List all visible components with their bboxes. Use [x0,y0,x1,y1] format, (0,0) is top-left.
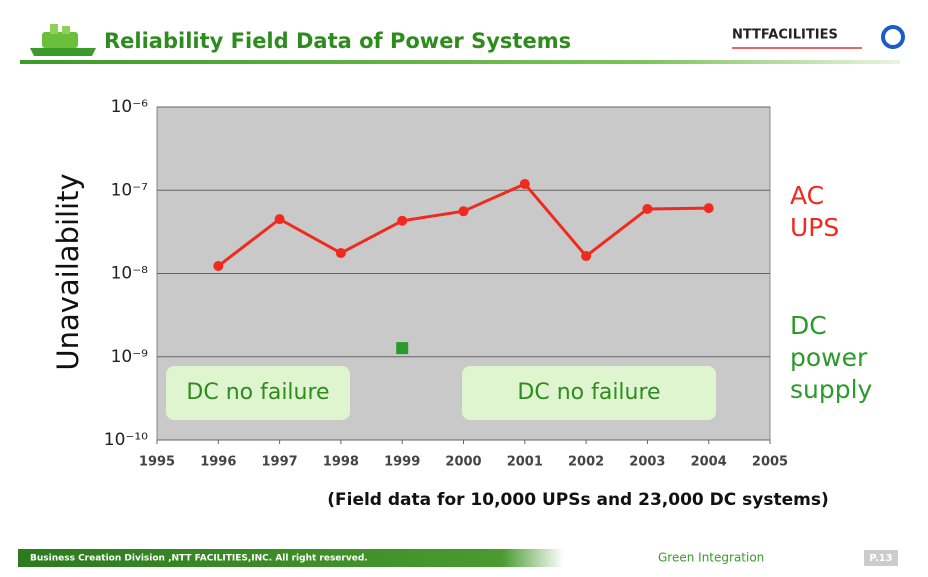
x-tick-label: 2002 [568,455,604,470]
point [642,204,652,214]
title: Reliability Field Data of Power Systems [104,29,571,53]
legend-entry: AC UPS [790,180,850,244]
y-tick-label: 10⁻⁷ [111,180,149,200]
point [704,203,714,213]
x-tick-label: 2004 [691,455,727,470]
x-tick-label: 2005 [752,455,788,470]
chart: Reliability Field Data of Power Systems … [0,0,928,577]
logo: NTTFACILITIES [732,28,838,43]
annotation: DC no failure [186,380,329,405]
y-tick-label: 10⁻⁹ [111,347,149,367]
x-tick-label: 1996 [200,455,236,470]
y-tick-label: 10⁻⁶ [111,97,149,117]
page-number: P.13 [869,553,892,564]
x-tick-label: 2000 [445,455,481,470]
x-tick-label: 1997 [262,455,298,470]
footer-text: Business Creation Division ,NTT FACILITI… [30,554,368,564]
slide: Reliability Field Data of Power Systems … [0,0,928,577]
point [396,342,408,354]
x-tick-label: 2003 [629,455,665,470]
y-tick-label: 10⁻⁸ [111,264,149,284]
x-tick-label: 2001 [507,455,543,470]
header-icon [30,24,96,56]
footer-tagline: Green Integration [658,551,764,565]
point [275,214,285,224]
y-tick-label: 10⁻¹⁰ [104,430,148,450]
x-tick-label: 1999 [384,455,420,470]
x-tick-label: 1998 [323,455,359,470]
point [336,248,346,258]
point [213,261,223,271]
point [581,251,591,261]
annotation: DC no failure [517,380,660,405]
y-axis-label: Unavailability [51,173,85,370]
logo-icon [883,27,903,47]
note: (Field data for 10,000 UPSs and 23,000 D… [327,490,829,510]
point [397,216,407,226]
point [520,179,530,189]
point [459,206,469,216]
x-tick-label: 1995 [139,455,175,470]
header-rule [20,60,900,64]
legend-entry: DC power supply [790,310,890,406]
